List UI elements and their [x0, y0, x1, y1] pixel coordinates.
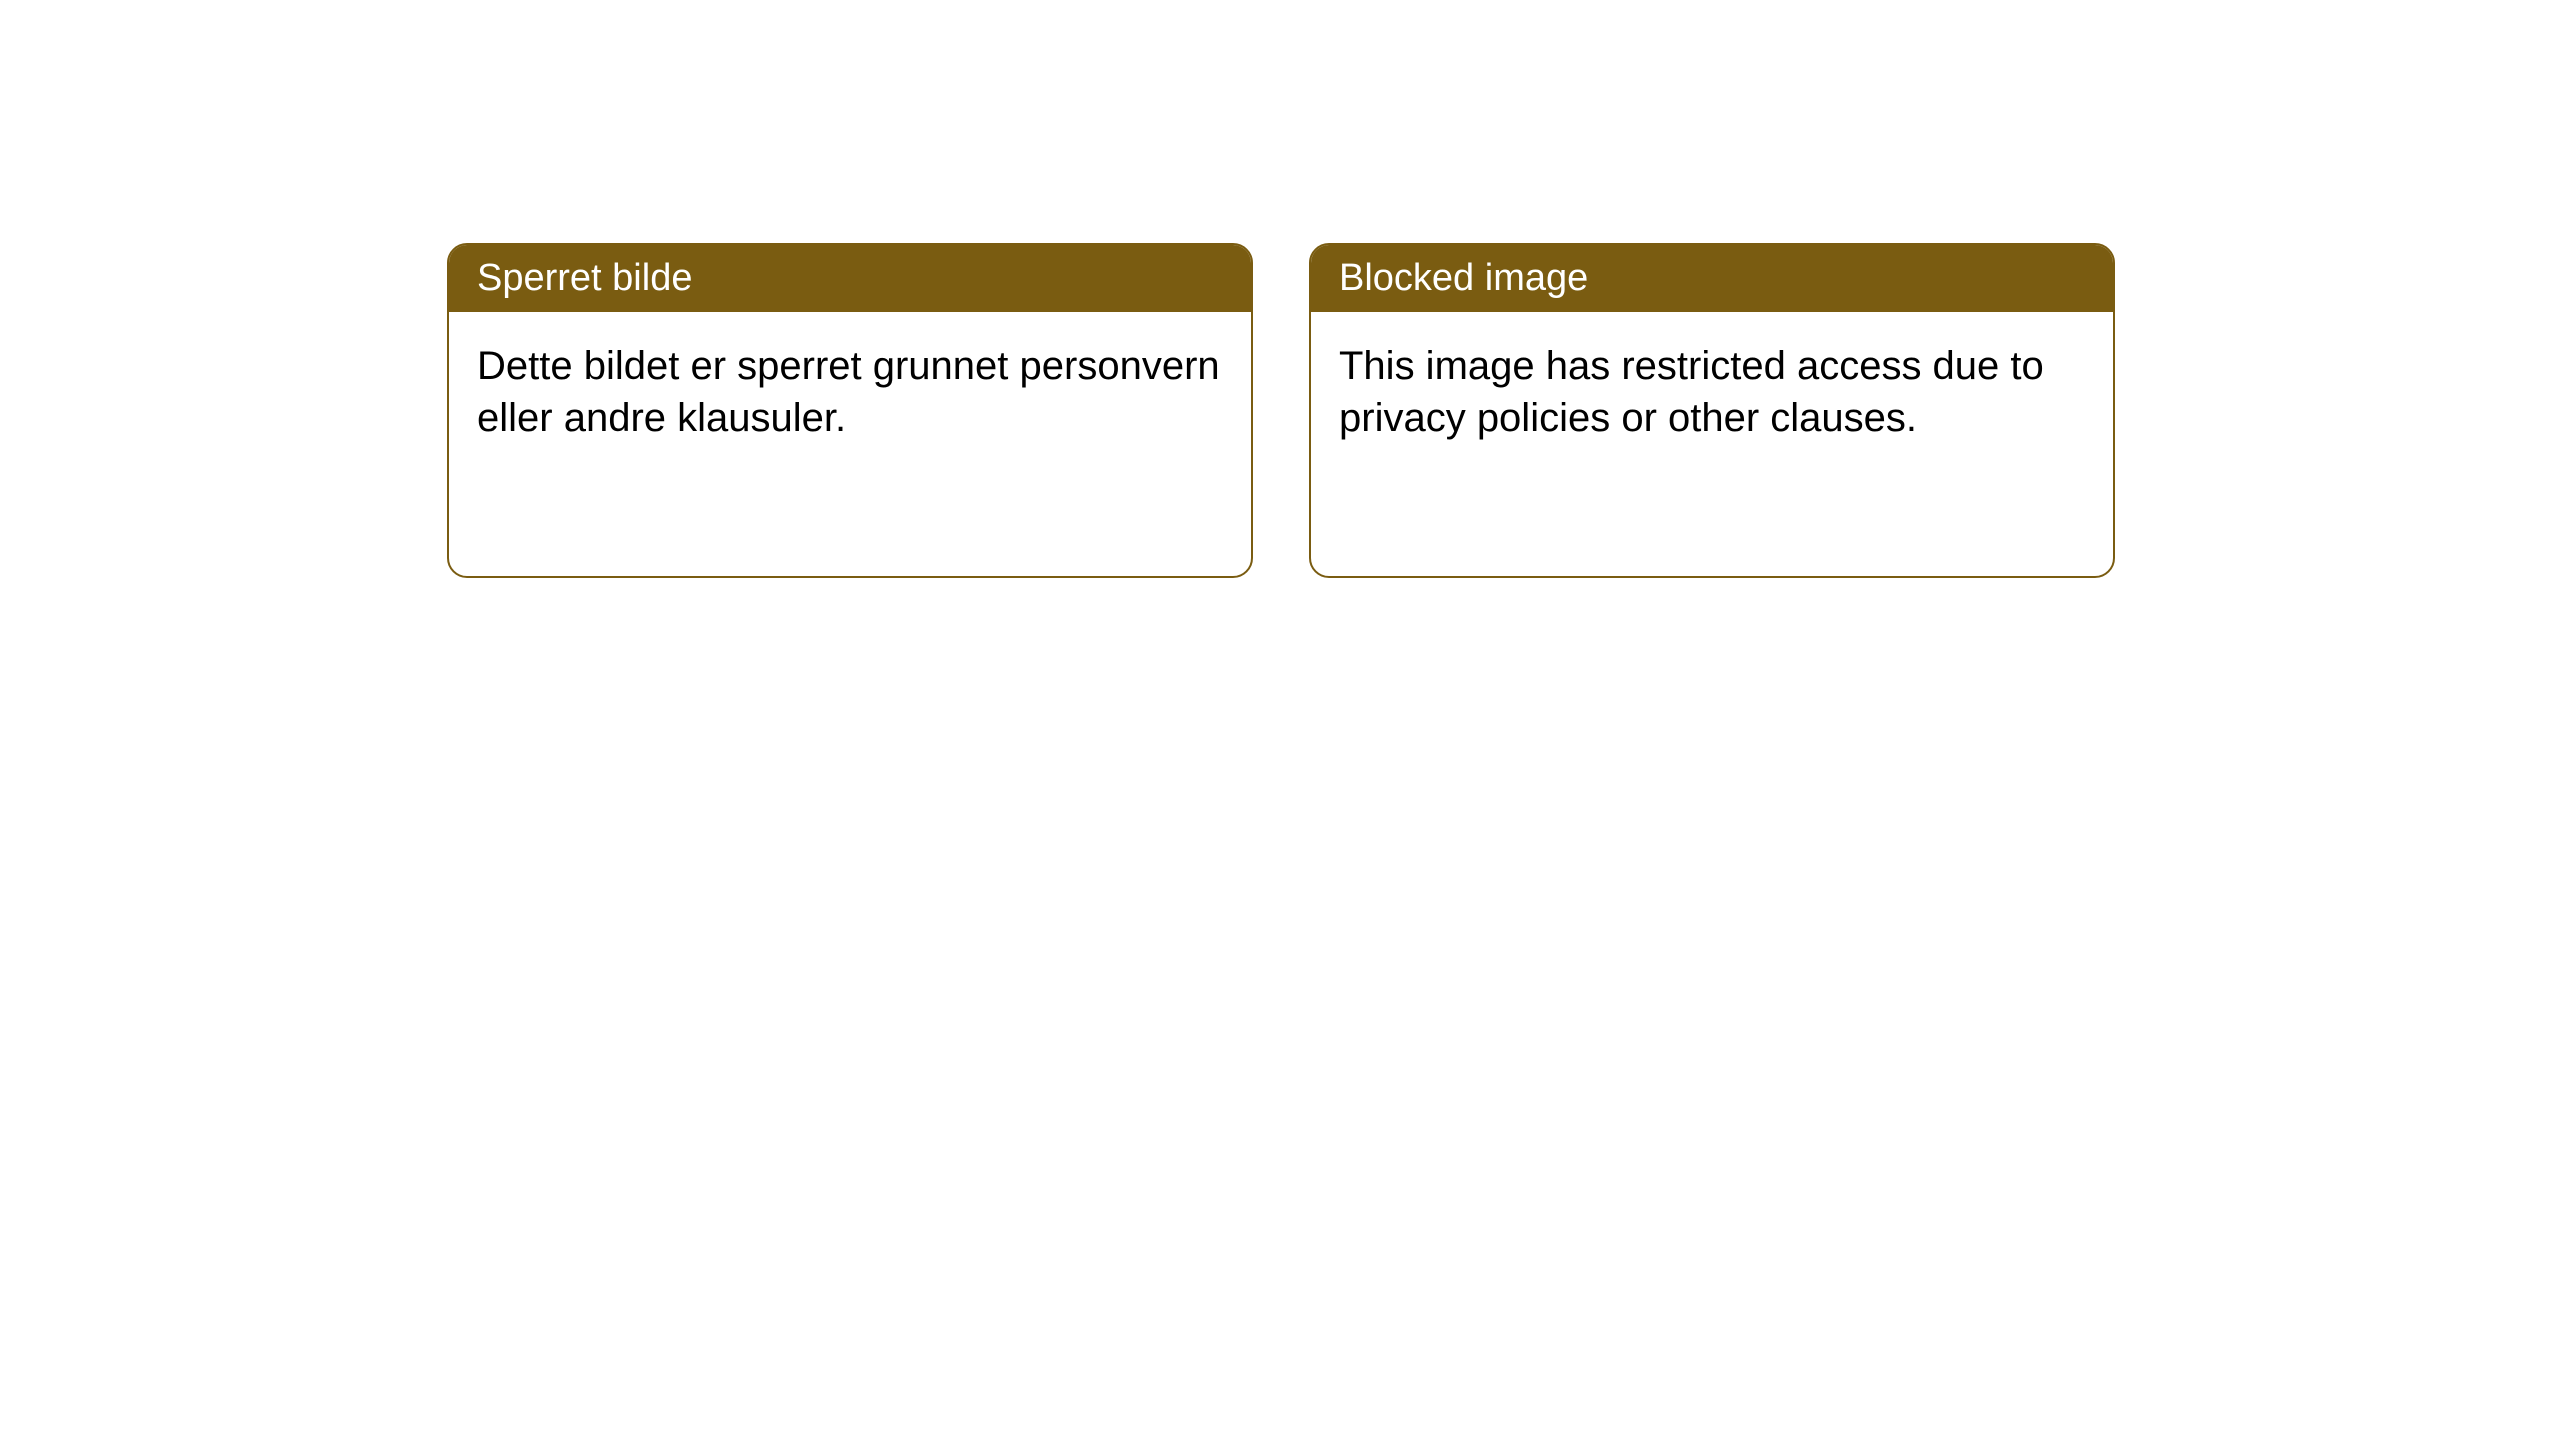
notice-container: Sperret bilde Dette bildet er sperret gr…	[0, 0, 2560, 578]
card-title: Sperret bilde	[477, 257, 692, 299]
card-body: This image has restricted access due to …	[1311, 312, 2113, 472]
card-body-text: This image has restricted access due to …	[1339, 344, 2044, 440]
card-header: Sperret bilde	[449, 245, 1251, 312]
card-title: Blocked image	[1339, 257, 1588, 299]
card-body: Dette bildet er sperret grunnet personve…	[449, 312, 1251, 472]
blocked-image-card-norwegian: Sperret bilde Dette bildet er sperret gr…	[447, 243, 1253, 578]
blocked-image-card-english: Blocked image This image has restricted …	[1309, 243, 2115, 578]
card-body-text: Dette bildet er sperret grunnet personve…	[477, 344, 1220, 440]
card-header: Blocked image	[1311, 245, 2113, 312]
